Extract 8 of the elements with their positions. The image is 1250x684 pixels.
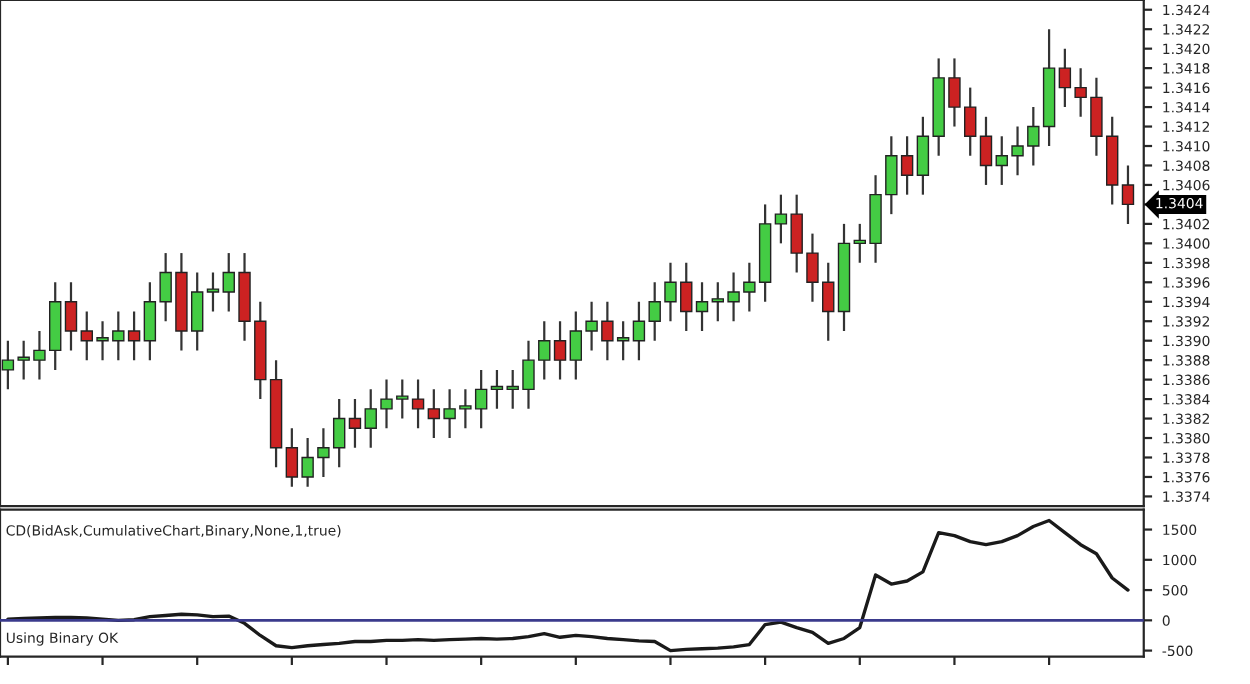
candlestick	[553, 320, 567, 381]
candlestick	[206, 271, 220, 313]
candlestick	[1121, 164, 1135, 225]
candlestick	[64, 281, 78, 352]
candlestick	[695, 281, 709, 333]
line-series	[6, 518, 1130, 653]
candlestick	[979, 115, 993, 187]
candlestick	[348, 397, 362, 449]
